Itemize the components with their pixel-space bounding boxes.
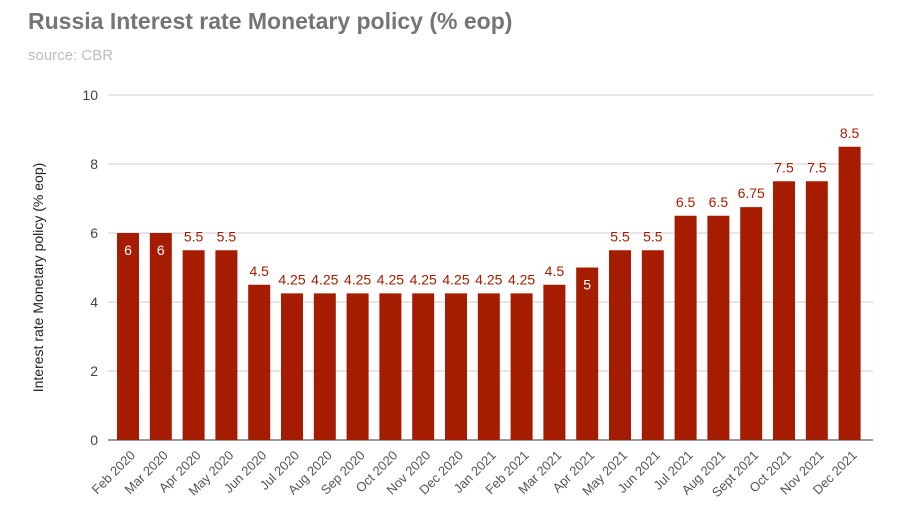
data-label: 6.75 (738, 185, 765, 201)
data-label: 5 (583, 277, 591, 293)
data-label: 4.25 (278, 271, 305, 287)
bar (149, 233, 172, 440)
bar (346, 293, 369, 440)
bar (313, 293, 336, 440)
data-label: 6 (124, 242, 132, 258)
bar (609, 250, 631, 440)
data-label: 6.5 (676, 194, 696, 210)
bar (445, 293, 467, 440)
bar (543, 284, 566, 440)
data-label: 4.25 (442, 271, 469, 287)
data-label: 7.5 (774, 159, 794, 175)
bar (248, 284, 271, 440)
data-label: 4.5 (545, 263, 565, 279)
bar (674, 215, 697, 440)
bar (805, 181, 828, 440)
bar (477, 293, 500, 440)
bar (182, 250, 205, 440)
y-tick-label: 10 (82, 87, 98, 103)
y-tick-label: 4 (90, 294, 98, 310)
y-tick-label: 8 (90, 156, 98, 172)
data-label: 5.5 (610, 228, 630, 244)
bar (707, 215, 730, 440)
chart-subtitle: source: CBR (28, 47, 114, 64)
data-label: 4.25 (508, 271, 535, 287)
data-label: 6 (157, 242, 165, 258)
data-label: 5.5 (643, 228, 663, 244)
bar (117, 233, 139, 440)
bar (641, 250, 664, 440)
y-tick-label: 0 (90, 432, 98, 448)
data-label: 4.25 (410, 271, 437, 287)
bar (773, 181, 795, 440)
bar (838, 146, 861, 440)
data-label: 5.5 (184, 228, 204, 244)
bar (740, 207, 763, 440)
data-label: 4.25 (311, 271, 338, 287)
y-tick-label: 6 (90, 225, 98, 241)
data-label: 6.5 (709, 194, 729, 210)
bar (215, 250, 238, 440)
data-label: 4.25 (377, 271, 404, 287)
data-label: 5.5 (217, 228, 237, 244)
bar (379, 293, 402, 440)
data-label: 4.5 (249, 263, 269, 279)
data-label: 4.25 (344, 271, 371, 287)
bar (576, 267, 599, 440)
bar (510, 293, 533, 440)
data-label: 8.5 (840, 125, 860, 141)
y-axis-label: Interest rate Monetary policy (% eop) (30, 163, 46, 393)
data-label: 4.25 (475, 271, 502, 287)
y-tick-label: 2 (90, 363, 98, 379)
bar (281, 293, 303, 440)
data-label: 7.5 (807, 159, 827, 175)
bar (412, 293, 435, 440)
chart-title: Russia Interest rate Monetary policy (% … (28, 8, 513, 34)
